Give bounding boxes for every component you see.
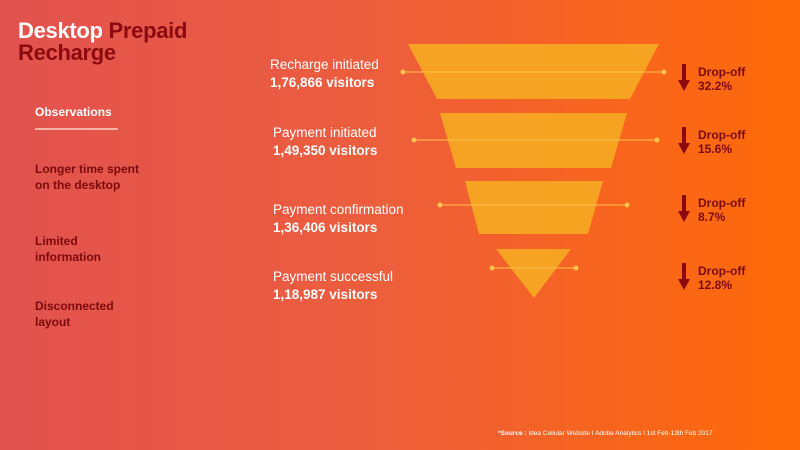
dropoff-1: Drop-off 32.2%	[698, 65, 745, 93]
title-recharge: Recharge	[18, 40, 116, 65]
funnel-stage-4	[496, 249, 571, 298]
arrow-down-icon	[678, 127, 690, 154]
connector-dot-4b	[573, 265, 579, 271]
connector-dot-1a	[400, 69, 406, 75]
stage-3-visitors: 1,36,406 visitors	[273, 220, 378, 235]
connector-dot-2a	[411, 137, 417, 143]
observation-2-line1: Limited	[35, 234, 78, 248]
stage-4-name: Payment successful	[273, 269, 394, 284]
connector-dot-3b	[624, 202, 630, 208]
observation-3-line1: Disconnected	[35, 299, 114, 313]
stage-2-visitors: 1,49,350 visitors	[273, 143, 378, 158]
connector-dot-3a	[437, 202, 443, 208]
stage-3-label: Payment confirmation 1,36,406 visitors	[273, 201, 404, 237]
observation-3: Disconnected layout	[35, 298, 114, 330]
observation-2: Limited information	[35, 233, 101, 265]
connector-dot-2b	[654, 137, 660, 143]
observation-3-line2: layout	[35, 315, 71, 329]
title-desktop: Desktop	[18, 18, 109, 43]
dropoff-1-value: 32.2%	[698, 79, 733, 93]
page-title: Desktop Prepaid Recharge	[18, 20, 187, 64]
stage-1-visitors: 1,76,866 visitors	[270, 75, 375, 90]
source-text: Idea Cellular Website I Adobe Analytics …	[528, 430, 713, 437]
connector-dot-1b	[661, 69, 667, 75]
connector-dot-4a	[489, 265, 495, 271]
title-prepaid: Prepaid	[108, 18, 188, 43]
dropoff-4: Drop-off 12.8%	[698, 264, 745, 292]
observation-1-line2: on the desktop	[35, 178, 121, 192]
observations-heading: Observations	[35, 105, 112, 119]
dropoff-4-value: 12.8%	[698, 278, 733, 292]
stage-1-label: Recharge initiated 1,76,866 visitors	[270, 56, 379, 92]
source-label: *Source :	[498, 430, 529, 437]
observations-underline	[35, 128, 118, 130]
dropoff-2: Drop-off 15.6%	[698, 128, 745, 156]
dropoff-3: Drop-off 8.7%	[698, 196, 745, 224]
arrow-down-icon	[678, 195, 690, 222]
stage-1-name: Recharge initiated	[270, 57, 379, 72]
dropoff-2-label: Drop-off	[698, 128, 746, 142]
funnel-stage-3	[465, 181, 603, 234]
source-note: *Source : Idea Cellular Website I Adobe …	[498, 430, 713, 437]
stage-4-visitors: 1,18,987 visitors	[273, 287, 378, 302]
stage-2-name: Payment initiated	[273, 125, 377, 140]
dropoff-2-value: 15.6%	[698, 142, 733, 156]
arrow-down-icon	[678, 64, 690, 91]
dropoff-3-label: Drop-off	[698, 196, 746, 210]
observation-2-line2: information	[35, 250, 101, 264]
dropoff-1-label: Drop-off	[698, 65, 746, 79]
dropoff-3-value: 8.7%	[698, 210, 726, 224]
stage-4-label: Payment successful 1,18,987 visitors	[273, 268, 393, 304]
arrow-down-icon	[678, 263, 690, 290]
dropoff-4-label: Drop-off	[698, 264, 746, 278]
observation-1-line1: Longer time spent	[35, 162, 140, 176]
stage-3-name: Payment confirmation	[273, 202, 404, 217]
observation-1: Longer time spent on the desktop	[35, 161, 139, 193]
stage-2-label: Payment initiated 1,49,350 visitors	[273, 124, 377, 160]
